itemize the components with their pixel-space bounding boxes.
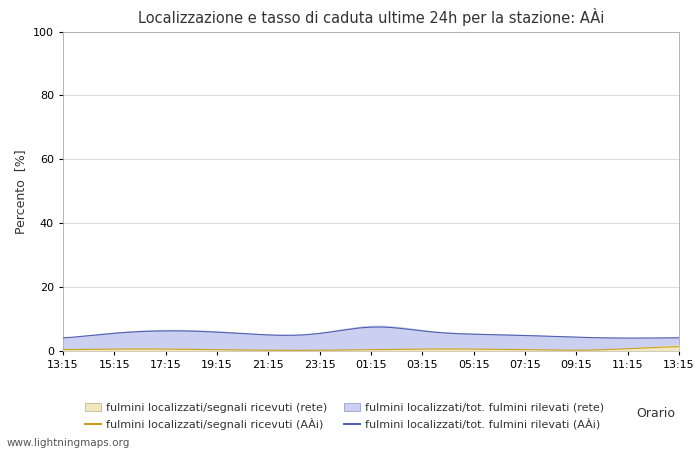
Legend: fulmini localizzati/segnali ricevuti (rete), fulmini localizzati/segnali ricevut: fulmini localizzati/segnali ricevuti (re… <box>81 398 609 435</box>
Title: Localizzazione e tasso di caduta ultime 24h per la stazione: AÀi: Localizzazione e tasso di caduta ultime … <box>138 8 604 26</box>
Y-axis label: Percento  [%]: Percento [%] <box>15 149 27 234</box>
Text: Orario: Orario <box>636 407 676 420</box>
Text: www.lightningmaps.org: www.lightningmaps.org <box>7 438 130 448</box>
